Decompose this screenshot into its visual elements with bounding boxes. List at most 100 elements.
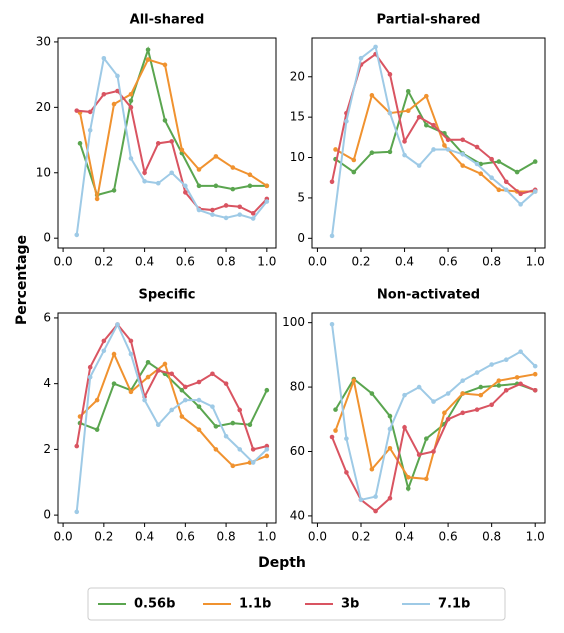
y-tick-label: 15 [290,110,305,124]
point [142,178,147,184]
y-tick-label: 0 [43,508,51,522]
y-tick-label: 100 [282,315,305,329]
point [87,127,93,133]
point [460,410,465,416]
point [87,364,93,370]
point [387,495,393,501]
point [87,374,93,380]
point [264,387,270,393]
point [445,137,451,143]
subplot-title: Partial-shared [377,13,481,28]
point [264,443,270,449]
point [264,447,270,452]
y-tick-label: 2 [43,442,51,456]
point [264,453,270,459]
point [532,363,538,369]
point [230,463,236,469]
point [474,144,480,150]
point [213,447,219,452]
point [237,204,243,210]
point [196,404,202,409]
point [101,91,107,97]
point [460,163,465,168]
point [162,361,168,367]
point [183,190,188,195]
point [344,436,349,441]
point [74,108,80,113]
point [128,105,134,110]
point [405,486,411,491]
point [387,413,393,419]
series-line [79,46,267,197]
point [155,180,161,186]
point [155,368,161,373]
point [416,452,422,458]
x-tick-label: 0.4 [135,255,154,269]
subplot-title: Specific [139,288,196,303]
point [74,443,80,449]
point [333,407,338,412]
point [405,474,411,480]
point [329,233,335,239]
x-tick-label: 0.2 [94,255,113,269]
point [405,89,411,94]
y-tick-label: 20 [36,100,51,114]
series-line [331,45,536,237]
point [196,167,202,172]
point [87,109,93,115]
point [496,159,502,164]
point [250,447,256,452]
point [460,137,465,143]
x-tick-label: 0.8 [217,255,236,269]
point [416,114,422,120]
x-tick-label: 0.8 [482,530,501,544]
point [387,149,393,155]
point [431,399,436,404]
point [416,163,422,168]
x-tick-label: 0.4 [395,255,414,269]
point [445,147,451,152]
point [431,449,436,454]
point [478,171,484,176]
point [145,374,151,380]
point [503,179,509,185]
point [230,186,236,192]
point [223,215,229,221]
point [169,170,174,176]
point [142,397,147,403]
point [179,414,185,419]
point [503,187,509,193]
point [74,509,80,515]
point [128,156,134,161]
point [460,152,465,157]
point [518,381,523,387]
point [496,383,502,388]
point [237,407,243,413]
point [213,183,219,189]
y-tick-label: 5 [297,190,305,204]
point [532,371,538,377]
subplot-title: Non-activated [377,288,480,303]
point [351,157,357,163]
point [94,397,100,403]
point [442,143,447,148]
point [111,188,117,193]
point [478,384,484,390]
point [264,183,270,189]
point [196,397,202,403]
point [94,427,100,432]
point [162,62,168,68]
point [387,110,393,116]
point [329,434,335,440]
x-tick-label: 0.0 [308,530,327,544]
x-tick-label: 0.6 [439,530,458,544]
axes-frame [311,37,546,249]
point [223,381,229,386]
point [145,359,151,365]
point [128,91,134,97]
point [445,391,451,396]
legend-label: 1.1b [239,597,271,612]
x-tick-label: 1.0 [526,530,545,544]
point [223,203,229,208]
point [145,47,151,53]
